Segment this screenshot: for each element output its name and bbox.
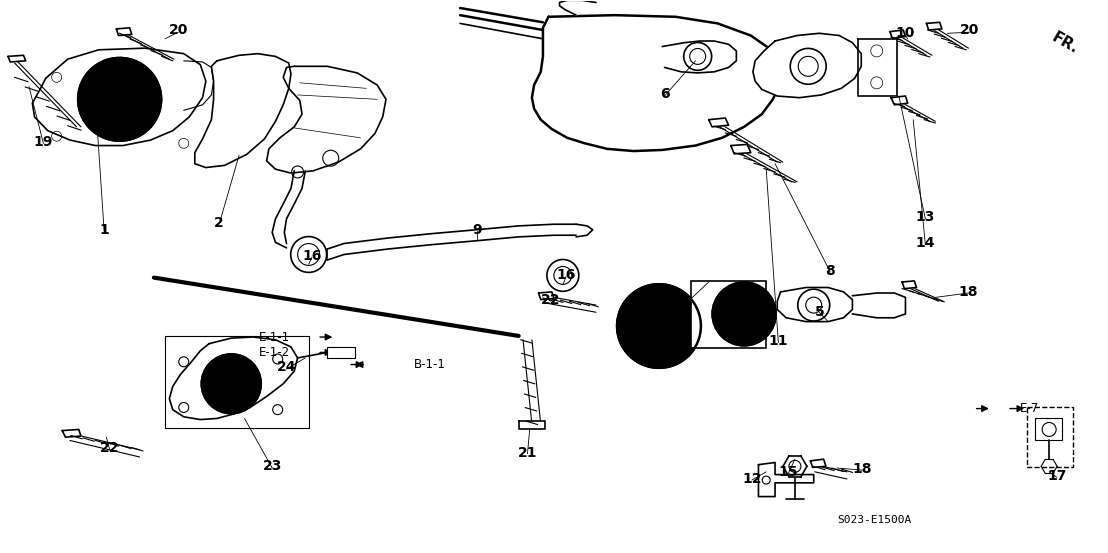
Text: B-1-1: B-1-1: [414, 358, 447, 371]
Text: 16: 16: [302, 249, 321, 263]
Polygon shape: [560, 1, 596, 15]
Text: 15: 15: [779, 465, 798, 479]
Polygon shape: [753, 33, 861, 98]
Polygon shape: [519, 421, 545, 430]
Polygon shape: [538, 292, 554, 300]
Polygon shape: [663, 41, 737, 73]
Text: 10: 10: [895, 27, 915, 40]
Circle shape: [617, 284, 701, 368]
Text: 1: 1: [100, 223, 109, 237]
Text: FR.: FR.: [1049, 29, 1080, 56]
Circle shape: [649, 316, 669, 336]
Text: 16: 16: [556, 268, 576, 283]
Polygon shape: [902, 281, 916, 289]
Text: 8: 8: [825, 264, 835, 278]
Text: 21: 21: [517, 446, 537, 460]
Polygon shape: [267, 66, 386, 173]
Text: 17: 17: [1047, 469, 1067, 483]
Text: 23: 23: [263, 460, 281, 473]
Polygon shape: [858, 39, 896, 96]
Text: S023-E1500A: S023-E1500A: [838, 515, 912, 525]
Text: 2: 2: [214, 216, 224, 229]
Circle shape: [202, 354, 261, 414]
Polygon shape: [532, 15, 780, 151]
Polygon shape: [62, 430, 81, 437]
Text: 24: 24: [277, 361, 296, 374]
Circle shape: [110, 90, 130, 109]
Text: 11: 11: [769, 335, 788, 348]
Bar: [691, 281, 767, 348]
Bar: [328, 347, 355, 358]
Text: 20: 20: [960, 23, 979, 37]
Polygon shape: [709, 118, 729, 127]
Polygon shape: [777, 288, 852, 322]
Polygon shape: [731, 144, 751, 154]
Polygon shape: [926, 22, 942, 30]
Polygon shape: [32, 48, 206, 145]
Polygon shape: [810, 459, 825, 467]
Text: E-7: E-7: [1019, 402, 1039, 415]
Text: E-1-2: E-1-2: [259, 346, 290, 359]
Polygon shape: [890, 30, 905, 38]
Text: 4: 4: [731, 280, 741, 295]
Circle shape: [712, 282, 776, 346]
Text: 3: 3: [681, 296, 691, 310]
Polygon shape: [170, 337, 298, 420]
Text: 14: 14: [915, 237, 935, 251]
Text: 20: 20: [168, 23, 188, 37]
Text: 18: 18: [958, 285, 978, 299]
Text: 9: 9: [472, 223, 482, 237]
Polygon shape: [852, 293, 905, 318]
Text: 13: 13: [915, 210, 935, 224]
Polygon shape: [891, 96, 907, 105]
Polygon shape: [8, 55, 25, 62]
Text: 22: 22: [541, 293, 561, 306]
Text: 22: 22: [100, 441, 120, 455]
Text: 19: 19: [33, 135, 53, 149]
Text: 6: 6: [659, 87, 669, 101]
Text: 18: 18: [853, 462, 872, 476]
Polygon shape: [759, 462, 813, 497]
Text: 5: 5: [814, 305, 824, 319]
Polygon shape: [195, 54, 291, 168]
Circle shape: [735, 304, 755, 324]
Text: 12: 12: [742, 472, 761, 486]
Bar: [1035, 419, 1063, 441]
Text: 7: 7: [648, 327, 658, 341]
Circle shape: [78, 58, 162, 141]
Polygon shape: [116, 28, 132, 35]
Text: E-1-1: E-1-1: [259, 331, 290, 343]
